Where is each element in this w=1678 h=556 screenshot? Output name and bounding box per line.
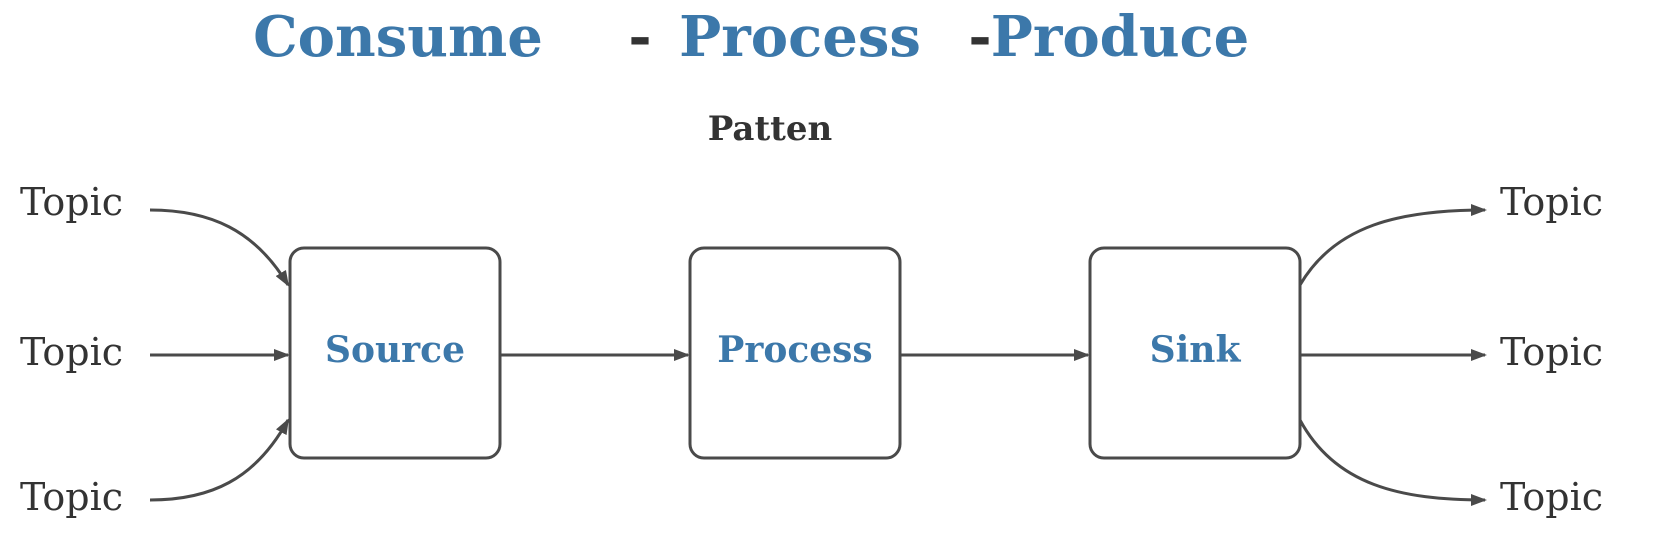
title-word-1: Process xyxy=(679,4,921,70)
title-separator-1: - xyxy=(968,4,991,70)
node-label-sink: Sink xyxy=(1150,329,1242,371)
topic-in-label-1: Topic xyxy=(20,330,123,374)
flow-diagram: ConsumeProcessProduce-- Patten SourcePro… xyxy=(0,0,1678,556)
topic-in-arrow-2 xyxy=(150,420,288,500)
node-label-source: Source xyxy=(325,329,465,371)
node-process: Process xyxy=(690,248,900,458)
topic-out-arrow-2 xyxy=(1300,420,1485,500)
title-word-0: Consume xyxy=(253,4,543,70)
topic-in-label-2: Topic xyxy=(20,475,123,519)
subtitle: Patten xyxy=(708,109,832,149)
topic-out-label-0: Topic xyxy=(1500,180,1603,224)
topic-in-arrow-0 xyxy=(150,210,288,285)
topic-out-label-2: Topic xyxy=(1500,475,1603,519)
topic-in-label-0: Topic xyxy=(20,180,123,224)
title-separator-0: - xyxy=(628,4,651,70)
node-source: Source xyxy=(290,248,500,458)
topic-out-label-1: Topic xyxy=(1500,330,1603,374)
topic-out-arrow-0 xyxy=(1300,210,1485,285)
node-sink: Sink xyxy=(1090,248,1300,458)
title-word-2: Produce xyxy=(991,4,1250,70)
node-label-process: Process xyxy=(717,329,872,371)
